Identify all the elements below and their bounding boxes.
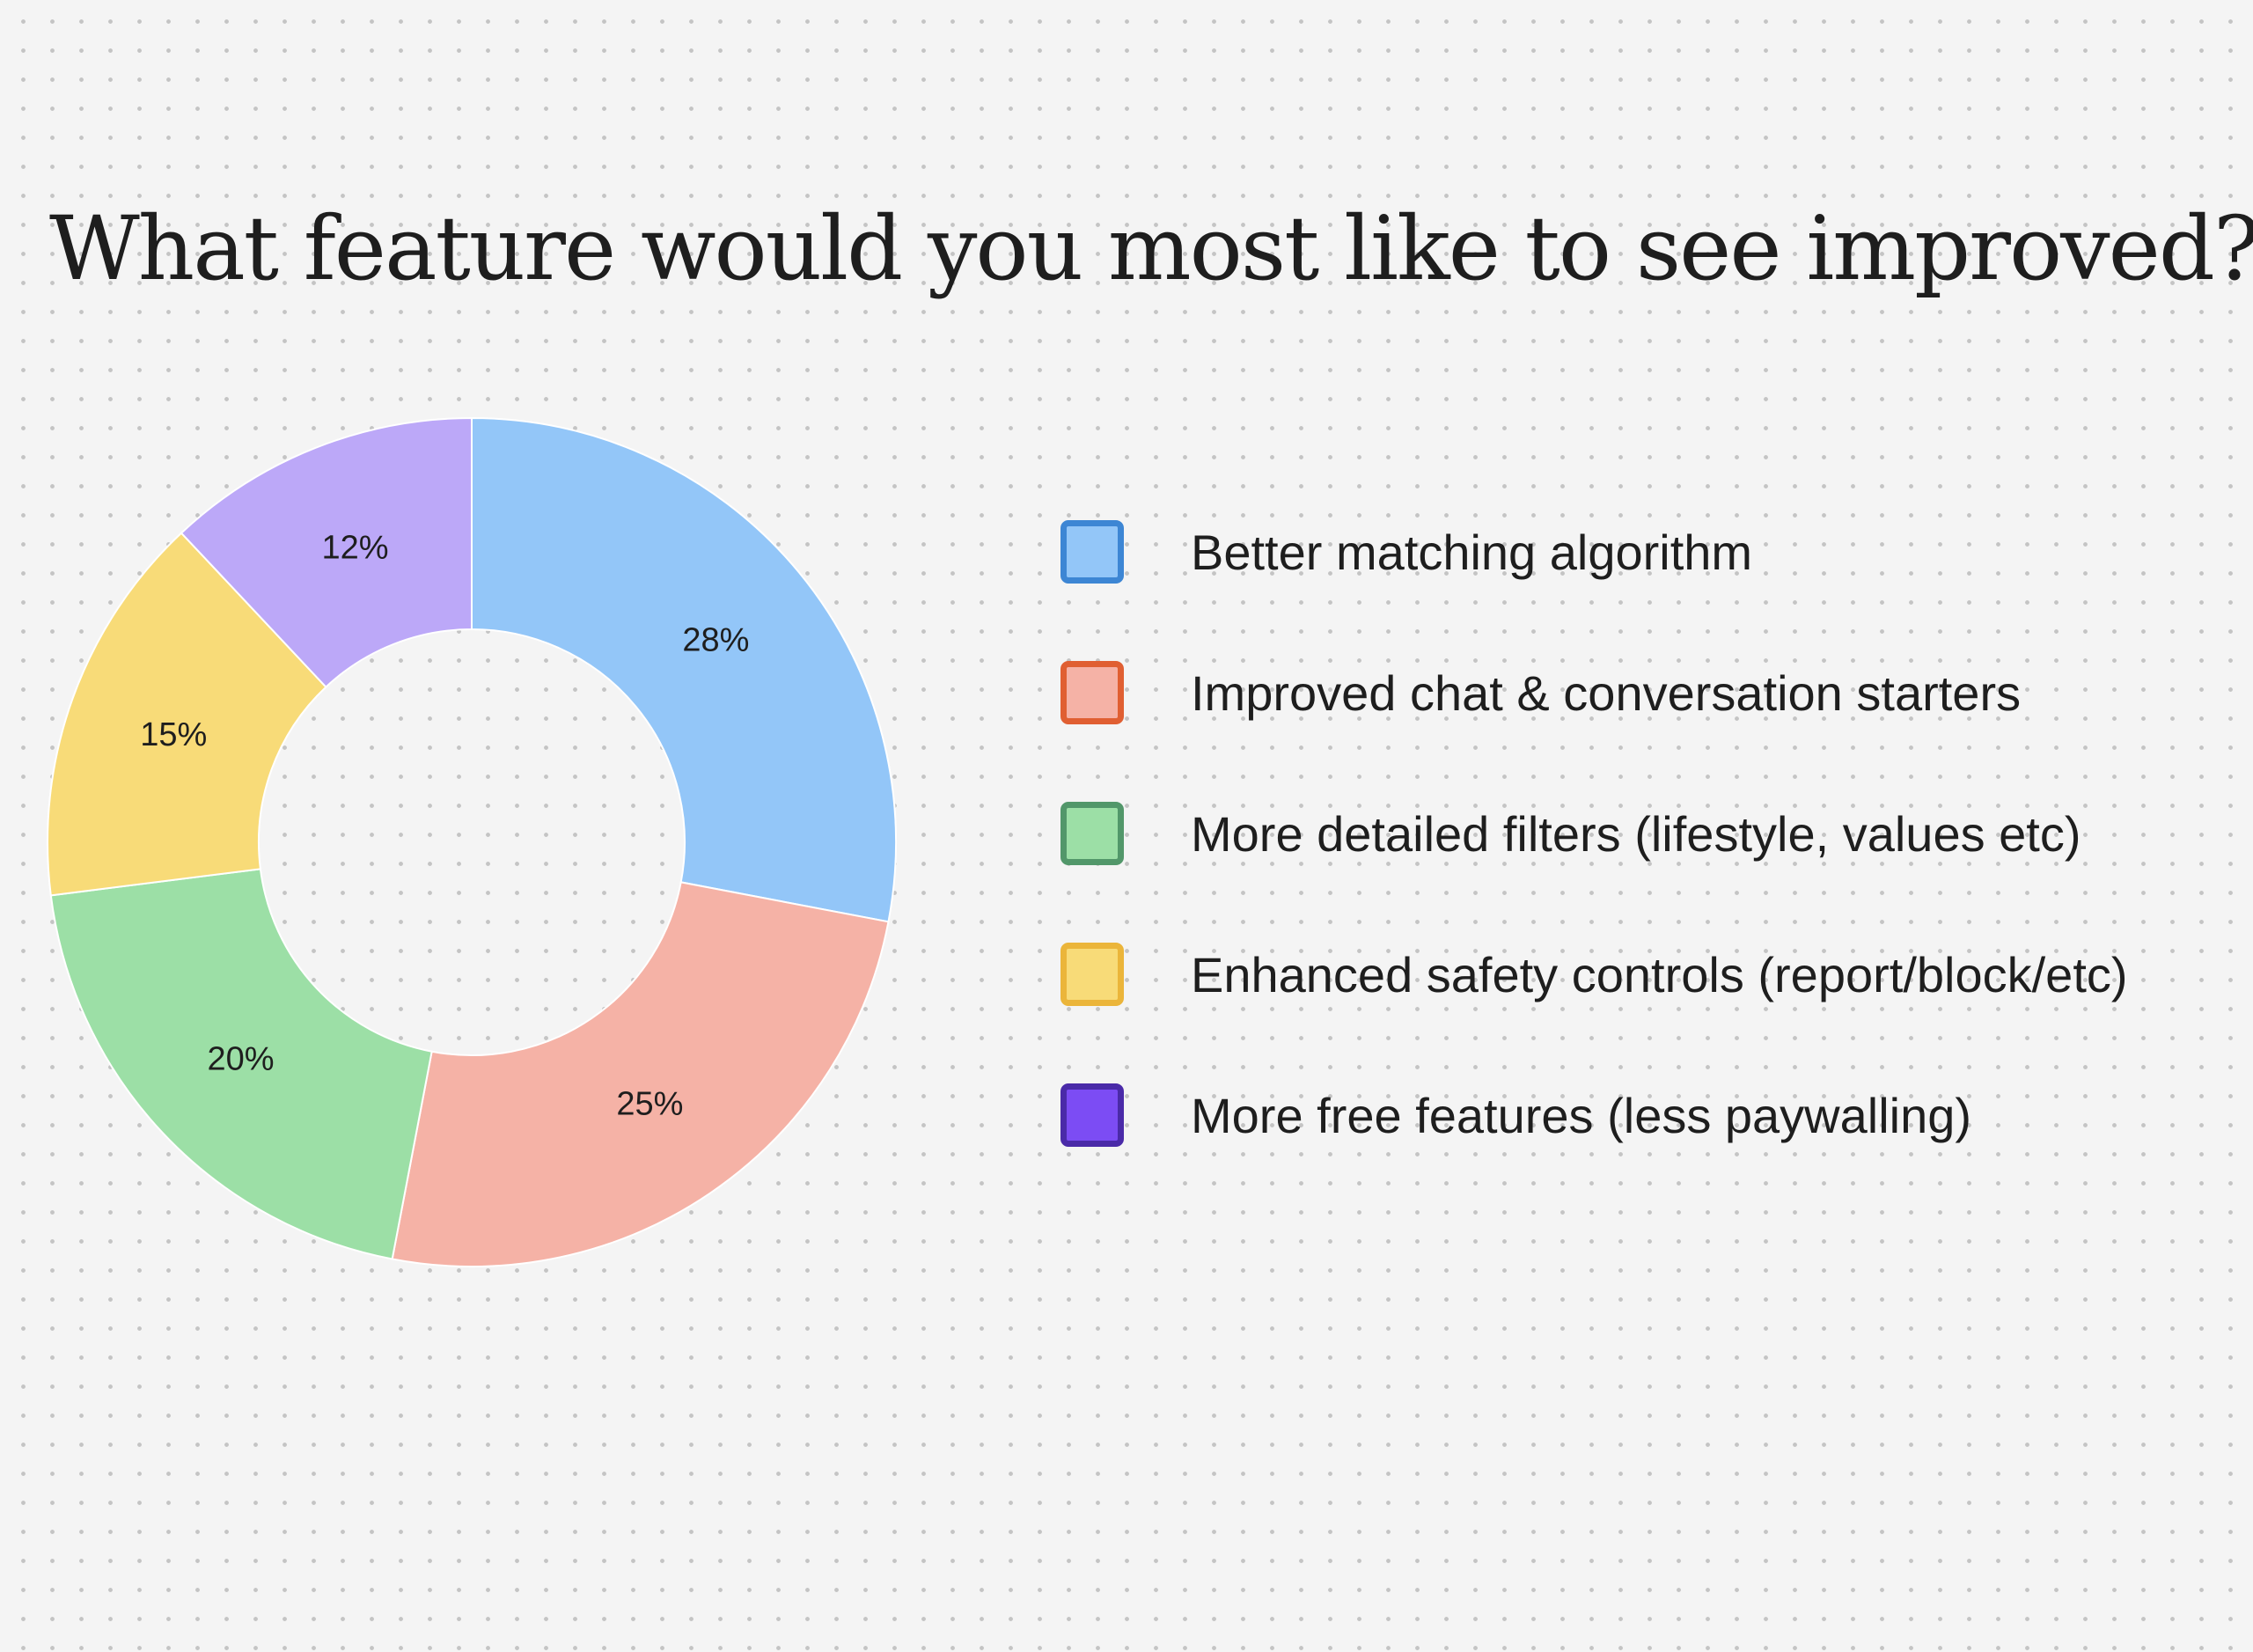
legend-label: Enhanced safety controls (report/block/e… [1191,946,2128,1002]
slice-value-label: 25% [616,1086,683,1123]
chart-title: What feature would you most like to see … [49,197,2253,300]
legend-swatch [1060,802,1124,865]
legend-item: More detailed filters (lifestyle, values… [1060,794,2081,873]
slice-value-label: 28% [682,622,749,659]
donut-slice-labels: 28% 25% 20% 15% 12% [140,529,749,1122]
legend-swatch [1060,1083,1124,1147]
legend-item: Enhanced safety controls (report/block/e… [1060,935,2128,1014]
slice-improved-chat-conversation-starters [391,881,890,1267]
slice-value-label: 12% [321,529,388,566]
legend-swatch [1060,943,1124,1006]
legend-item: Better matching algorithm [1060,512,1752,591]
legend-item: More free features (less paywalling) [1060,1076,1971,1155]
donut-slices [47,416,897,1267]
legend-label: More detailed filters (lifestyle, values… [1191,805,2081,862]
legend-swatch [1060,520,1124,584]
legend-label: Improved chat & conversation starters [1191,664,2022,721]
slice-enhanced-safety-controls-report-block-etc [47,532,327,897]
slice-better-matching-algorithm [471,416,897,923]
donut-chart: 28% 25% 20% 15% 12% [47,416,897,1267]
slice-value-label: 15% [140,716,207,753]
slice-more-detailed-filters-lifestyle-values-etc [49,868,433,1260]
legend-label: More free features (less paywalling) [1191,1087,1972,1143]
legend-label: Better matching algorithm [1191,524,1753,580]
legend-item: Improved chat & conversation starters [1060,653,2021,732]
legend-swatch [1060,661,1124,724]
slice-more-free-features-less-paywalling [180,416,473,689]
slice-value-label: 20% [208,1040,275,1077]
